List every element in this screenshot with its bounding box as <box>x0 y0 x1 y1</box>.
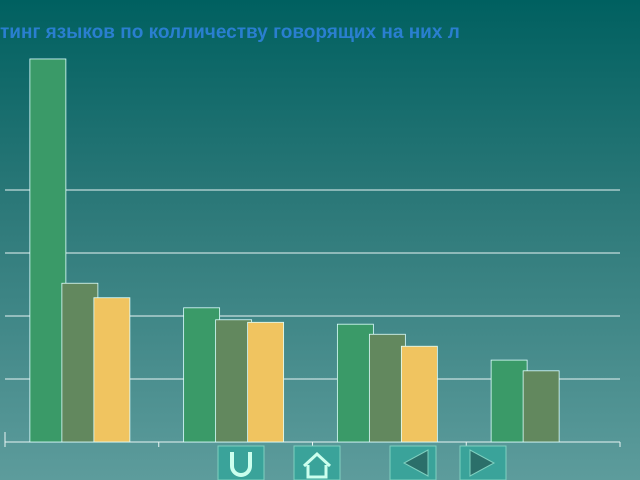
bar <box>522 370 560 443</box>
nav-buttons <box>217 445 507 480</box>
chart-title: тинг языков по колличеству говорящих на … <box>0 22 460 43</box>
bar <box>490 359 528 443</box>
home-icon <box>302 451 332 479</box>
bar <box>93 297 131 443</box>
home-button[interactable] <box>293 445 341 480</box>
bar <box>29 58 67 443</box>
prev-icon <box>402 449 429 477</box>
next-icon <box>469 449 496 477</box>
bar <box>215 319 253 443</box>
bar <box>61 282 99 443</box>
bar <box>247 321 285 443</box>
undo-icon <box>230 452 252 477</box>
bar <box>183 307 221 443</box>
bar <box>400 345 438 443</box>
bar <box>368 333 406 443</box>
bar <box>336 323 374 443</box>
